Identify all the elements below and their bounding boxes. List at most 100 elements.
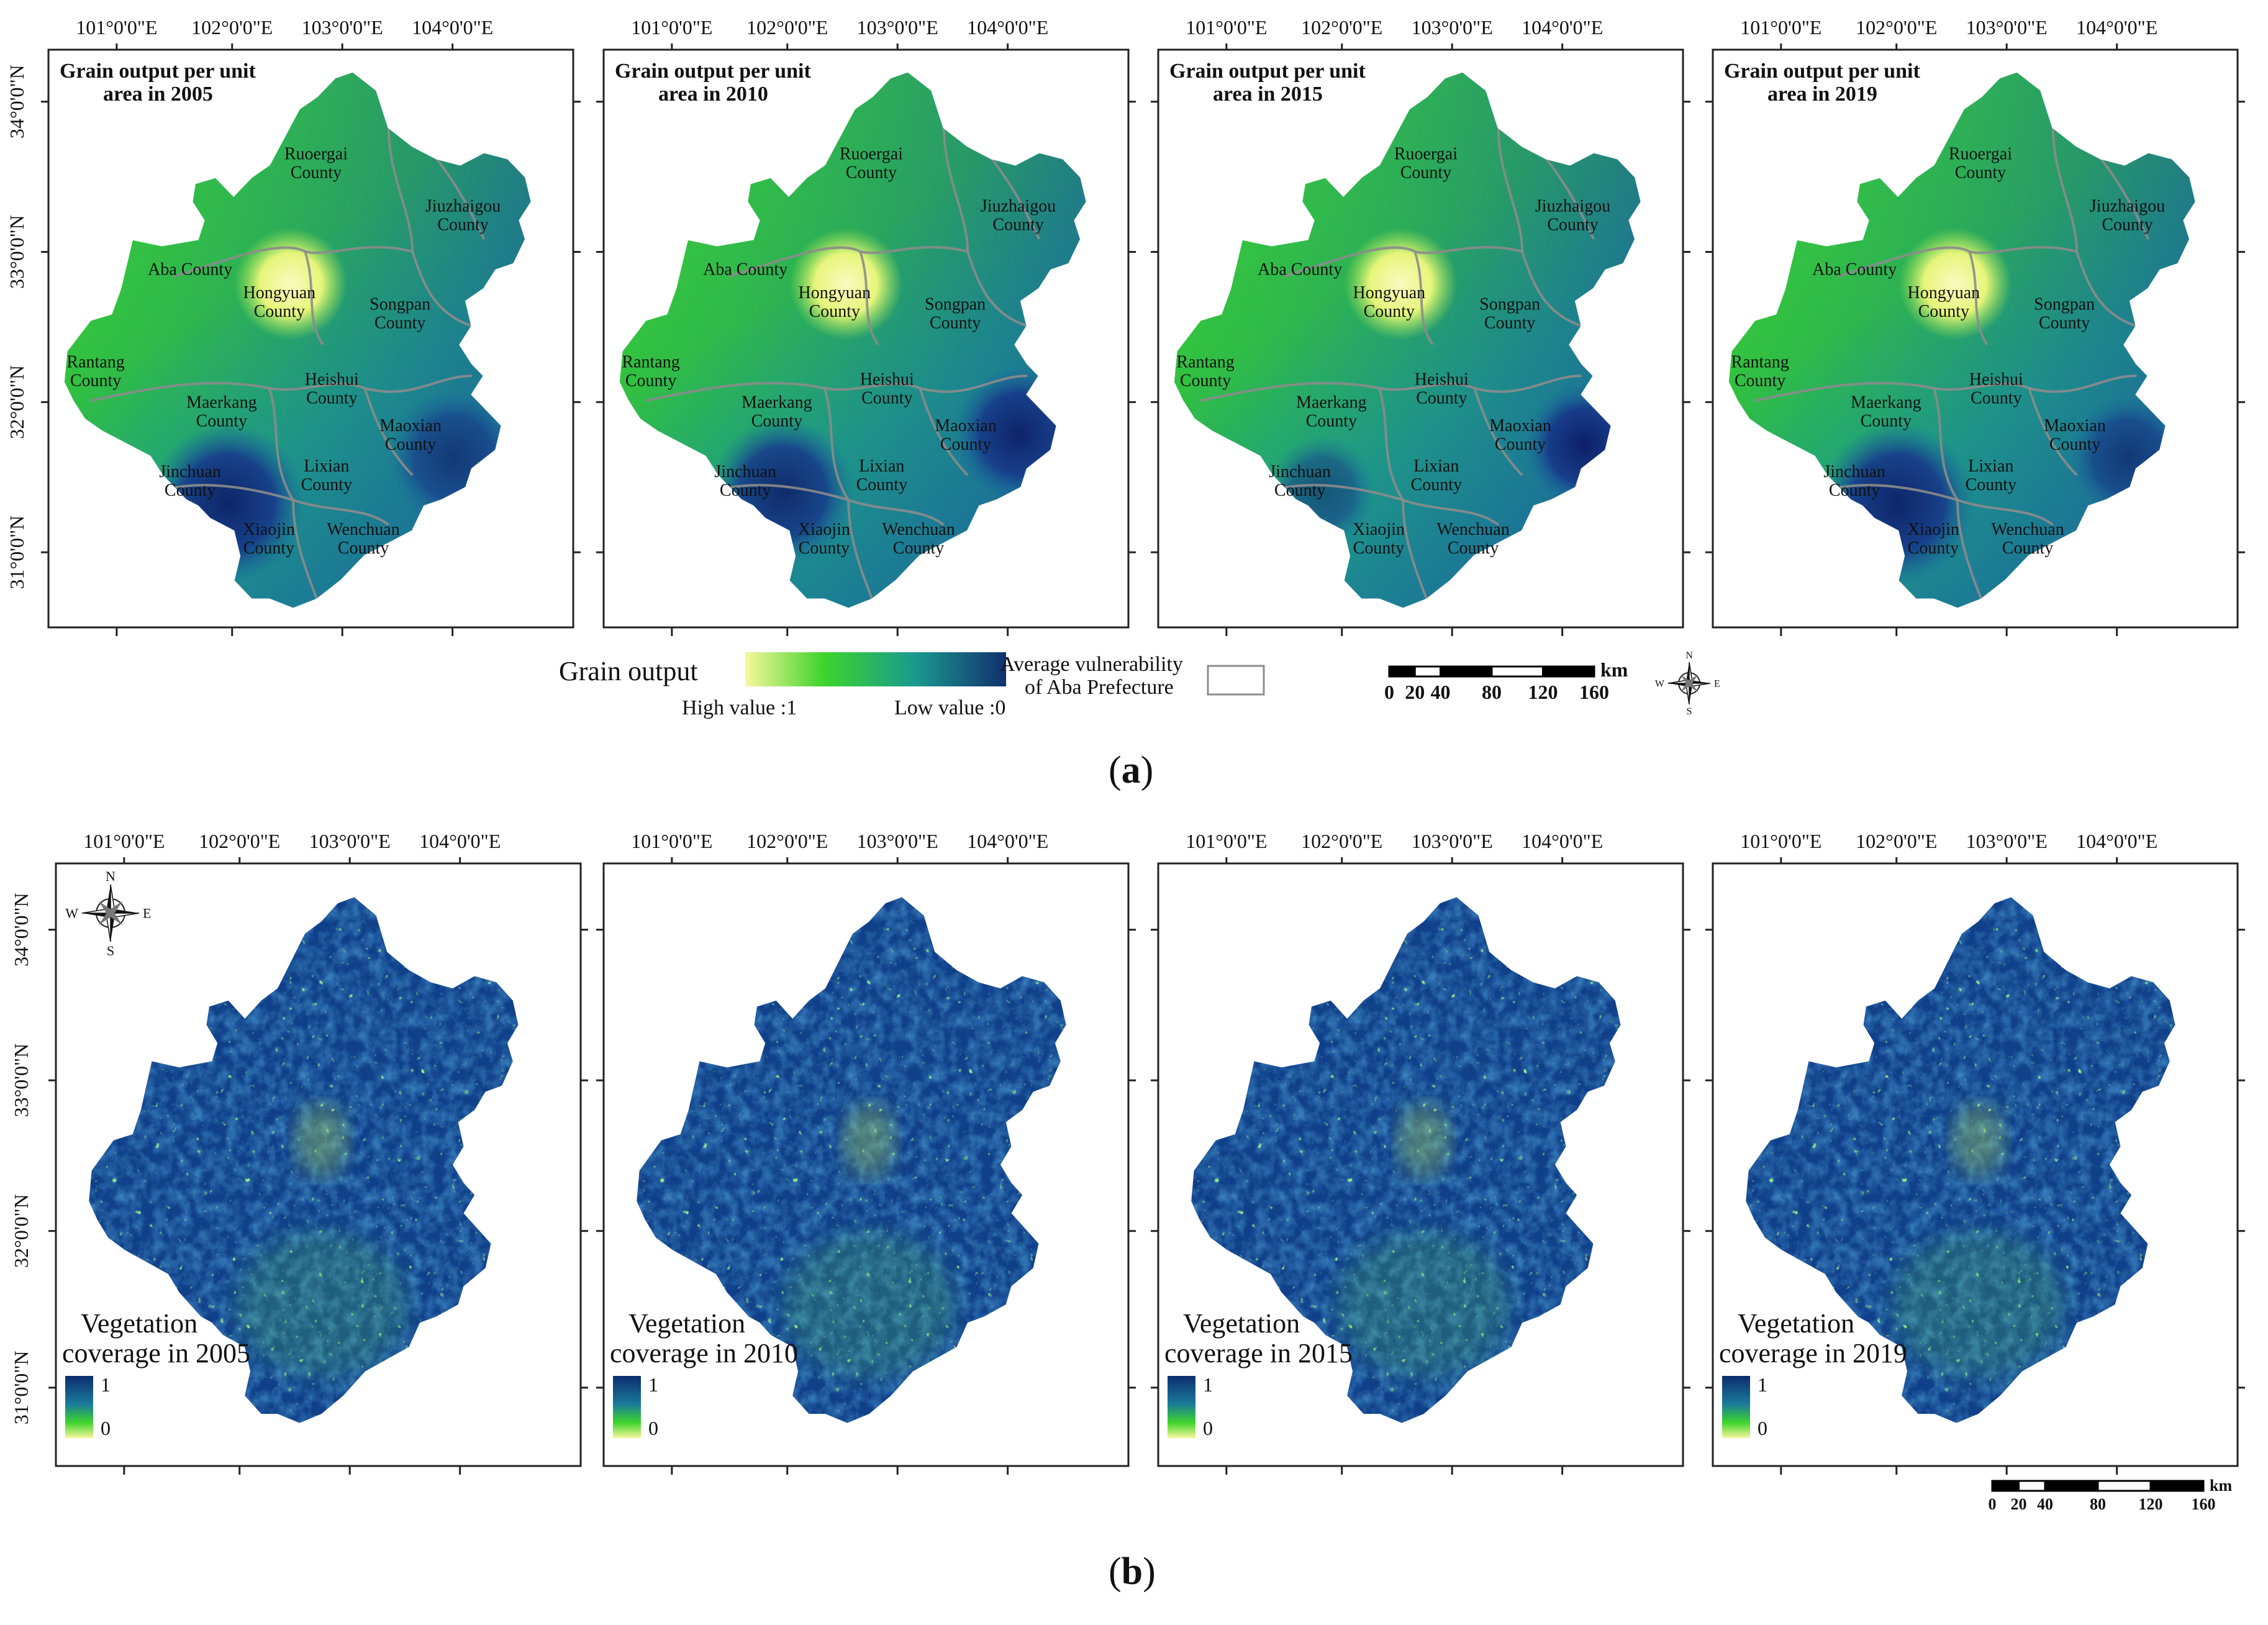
longitude-label: 104°0'0"E	[1522, 16, 1603, 39]
longitude-label: 101°0'0"E	[1186, 16, 1267, 39]
subfigure-label-b: (b)	[1109, 1550, 1156, 1593]
county-label: County	[196, 412, 247, 431]
grain-legend-title: Grain output	[559, 656, 698, 686]
latitude-label: 31°0'0"N	[10, 1351, 32, 1425]
county-label: Jinchuan	[714, 462, 776, 481]
scale-unit: km	[2210, 1477, 2232, 1495]
vegetation-legend-gradient	[65, 1376, 93, 1438]
county-label: Jiuzhaigou	[2090, 196, 2165, 216]
longitude-label: 102°0'0"E	[1301, 16, 1382, 39]
county-label: County	[1411, 475, 1462, 494]
county-label: County	[1306, 412, 1357, 431]
county-label: County	[374, 314, 425, 333]
vegetation-legend-gradient	[1722, 1376, 1750, 1438]
longitude-label: 102°0'0"E	[199, 830, 280, 852]
vegetation-legend-min: 0	[101, 1417, 111, 1439]
vegetation-legend-min: 0	[1758, 1417, 1767, 1439]
scale-tick: 120	[1528, 681, 1558, 703]
latitude-label: 32°0'0"N	[10, 1194, 32, 1268]
north-arrow-a: N S E W	[1655, 650, 1720, 717]
vegetation-legend-gradient	[613, 1376, 641, 1438]
county-label: County	[992, 215, 1043, 234]
county-label: Heishui	[1415, 370, 1469, 389]
county-label: Lixian	[1968, 457, 2013, 476]
county-label: Songpan	[370, 295, 430, 314]
county-label: County	[861, 388, 912, 407]
longitude-label: 102°0'0"E	[1301, 830, 1382, 852]
vegetation-legend-max: 1	[1758, 1373, 1767, 1396]
svg-text:S: S	[1687, 706, 1692, 717]
longitude-label: 101°0'0"E	[83, 830, 165, 852]
county-label: Songpan	[2034, 295, 2095, 314]
county-label: Lixian	[859, 457, 904, 476]
county-label: Heishui	[1969, 370, 2023, 389]
county-label: Lixian	[1413, 457, 1459, 476]
county-label: Maerkang	[186, 393, 257, 412]
svg-text:N: N	[1685, 650, 1693, 661]
county-label: Hongyuan	[1907, 283, 1980, 303]
grain-legend-boundary-line1: Average vulnerability	[1000, 653, 1183, 676]
county-label: Ruoergai	[284, 145, 348, 164]
prefecture-shape	[62, 70, 533, 610]
county-label: County	[254, 302, 305, 321]
vegetation-map-title-line1: Vegetation	[1183, 1308, 1300, 1339]
county-label: Maerkang	[1851, 393, 1921, 412]
county-label: County	[243, 539, 294, 558]
county-label: County	[385, 435, 436, 454]
county-label: Jiuzhaigou	[981, 196, 1056, 216]
grain-legend-boundary-line2: of Aba Prefecture	[1025, 676, 1174, 699]
county-label: Aba County	[703, 260, 787, 280]
county-label: County	[1735, 371, 1785, 391]
county-label: County	[1353, 539, 1404, 558]
county-label: Ruoergai	[1394, 145, 1458, 164]
vegetation-legend-max: 1	[648, 1373, 658, 1396]
map-frame	[602, 48, 1130, 629]
grain-map-title-line1: Grain output per unit	[1724, 60, 1921, 83]
county-label: County	[437, 215, 488, 234]
county-label: County	[70, 371, 121, 391]
county-label: Aba County	[1812, 260, 1897, 280]
county-label: Rantang	[66, 353, 124, 372]
county-label: Songpan	[1479, 295, 1540, 314]
county-label: Wenchuan	[882, 520, 955, 539]
scale-tick: 160	[1579, 681, 1609, 703]
county-label: Heishui	[860, 370, 914, 389]
vegetation-legend-min: 0	[648, 1417, 658, 1439]
county-label: Wenchuan	[1991, 520, 2064, 539]
county-label: Xiaojin	[1907, 520, 1959, 539]
map-frame	[1157, 48, 1684, 629]
vegetation-legend-max: 1	[1203, 1373, 1213, 1396]
vegetation-map-title-line2: coverage in 2019	[1719, 1338, 1907, 1368]
longitude-label: 103°0'0"E	[1412, 830, 1493, 852]
scale-tick: 40	[2037, 1495, 2053, 1513]
longitude-label: 102°0'0"E	[746, 16, 828, 39]
county-label: County	[1400, 163, 1451, 183]
county-label: County	[1416, 388, 1467, 407]
scale-tick: 0	[1384, 681, 1394, 703]
grain-map-title-line2: area in 2010	[658, 83, 768, 106]
latitude-label: 33°0'0"N	[10, 1044, 32, 1117]
svg-text:N: N	[106, 868, 116, 884]
county-label: County	[1180, 371, 1231, 391]
county-label: County	[751, 412, 802, 431]
grain-legend-high: High value :1	[682, 696, 797, 719]
longitude-label: 103°0'0"E	[309, 830, 391, 852]
grain-map-title-line1: Grain output per unit	[60, 60, 256, 83]
grain-map-title-line2: area in 2019	[1767, 83, 1877, 106]
latitude-label: 34°0'0"N	[6, 65, 28, 139]
scale-tick: 20	[1405, 681, 1425, 703]
county-label: County	[930, 314, 981, 333]
county-label: County	[1918, 302, 1969, 321]
longitude-label: 102°0'0"E	[1856, 830, 1937, 852]
county-label: Wenchuan	[1436, 520, 1509, 539]
map-frame	[1712, 48, 2239, 629]
county-label: Xiaojin	[798, 520, 850, 539]
latitude-label: 33°0'0"N	[6, 215, 28, 289]
county-label: County	[1966, 475, 2016, 494]
